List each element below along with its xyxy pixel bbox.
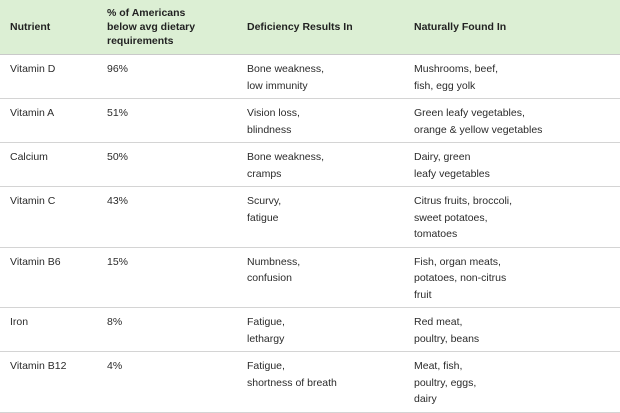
found-in-cell: Citrus fruits, broccoli, sweet potatoes,… <box>404 186 620 248</box>
table-row: Iron 8% Fatigue, lethargy Red meat, poul… <box>0 307 620 352</box>
nutrient-cell: Vitamin C <box>0 186 97 248</box>
nutrient-cell: Calcium <box>0 142 97 187</box>
table-row: Vitamin B6 15% Numbness, confusion Fish,… <box>0 247 620 308</box>
found-in-cell: Mushrooms, beef, fish, egg yolk <box>404 54 620 99</box>
percent-cell: 4% <box>97 351 237 413</box>
header-naturally-found-in: Naturally Found In <box>404 0 620 55</box>
percent-cell: 96% <box>97 54 237 99</box>
table-row: Vitamin A 51% Vision loss, blindness Gre… <box>0 98 620 143</box>
percent-cell: 51% <box>97 98 237 143</box>
percent-cell: 50% <box>97 142 237 187</box>
found-in-cell: Meat, fish, poultry, eggs, dairy <box>404 351 620 413</box>
header-deficiency-results: Deficiency Results In <box>237 0 404 55</box>
nutrient-cell: Vitamin A <box>0 98 97 143</box>
found-in-cell: Red meat, poultry, beans <box>404 307 620 352</box>
deficiency-cell: Fatigue, shortness of breath <box>237 351 404 413</box>
nutrient-cell: Vitamin D <box>0 54 97 99</box>
deficiency-cell: Scurvy, fatigue <box>237 186 404 248</box>
deficiency-cell: Bone weakness, low immunity <box>237 54 404 99</box>
nutrient-cell: Vitamin B12 <box>0 351 97 413</box>
nutrient-cell: Iron <box>0 307 97 352</box>
percent-cell: 43% <box>97 186 237 248</box>
table-row: Vitamin D 96% Bone weakness, low immunit… <box>0 54 620 99</box>
found-in-cell: Green leafy vegetables, orange & yellow … <box>404 98 620 143</box>
nutrient-cell: Vitamin B6 <box>0 247 97 308</box>
percent-cell: 15% <box>97 247 237 308</box>
table-row: Vitamin C 43% Scurvy, fatigue Citrus fru… <box>0 186 620 248</box>
deficiency-cell: Numbness, confusion <box>237 247 404 308</box>
header-nutrient: Nutrient <box>0 0 97 55</box>
percent-cell: 8% <box>97 307 237 352</box>
table-body: Vitamin D 96% Bone weakness, low immunit… <box>0 54 620 413</box>
deficiency-cell: Bone weakness, cramps <box>237 142 404 187</box>
table-row: Vitamin B12 4% Fatigue, shortness of bre… <box>0 351 620 413</box>
header-percent-below-requirements: % of Americans below avg dietary require… <box>97 0 237 55</box>
table-header: Nutrient % of Americans below avg dietar… <box>0 0 620 55</box>
deficiency-cell: Vision loss, blindness <box>237 98 404 143</box>
deficiency-cell: Fatigue, lethargy <box>237 307 404 352</box>
found-in-cell: Dairy, green leafy vegetables <box>404 142 620 187</box>
found-in-cell: Fish, organ meats, potatoes, non-citrus … <box>404 247 620 308</box>
table-row: Calcium 50% Bone weakness, cramps Dairy,… <box>0 142 620 187</box>
header-row: Nutrient % of Americans below avg dietar… <box>0 0 620 55</box>
